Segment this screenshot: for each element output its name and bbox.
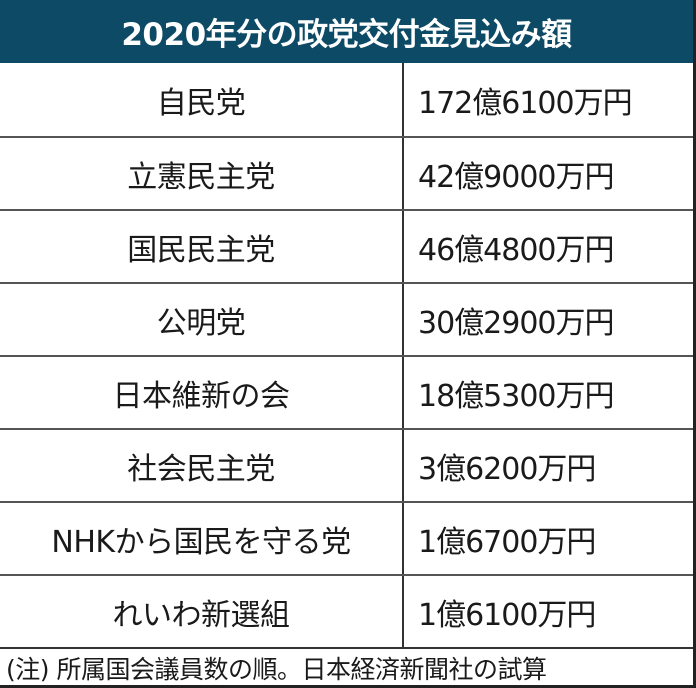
table-row: 国民民主党 46億4800万円	[0, 209, 693, 282]
footnote: (注) 所属国会議員数の順。日本経済新聞社の試算	[0, 647, 693, 687]
table-title: 2020年分の政党交付金見込み額	[0, 0, 693, 63]
party-name: 公明党	[0, 284, 404, 355]
table-row: 公明党 30億2900万円	[0, 282, 693, 355]
subsidy-amount: 172億6100万円	[418, 85, 633, 121]
party-name: 立憲民主党	[0, 138, 404, 209]
table-row: NHKから国民を守る党 1億6700万円	[0, 501, 693, 574]
table-row: 日本維新の会 18億5300万円	[0, 355, 693, 428]
subsidy-amount: 3億6200万円	[418, 451, 596, 487]
party-name: 国民民主党	[0, 211, 404, 282]
subsidy-amount: 30億2900万円	[418, 305, 615, 341]
party-name: NHKから国民を守る党	[0, 503, 404, 574]
subsidy-amount: 1億6100万円	[418, 597, 596, 633]
subsidy-amount: 1億6700万円	[418, 524, 596, 560]
subsidy-amount: 46億4800万円	[418, 232, 615, 268]
table-row: 自民党 172億6100万円	[0, 63, 693, 136]
subsidy-amount: 18億5300万円	[418, 378, 615, 414]
table-row: 社会民主党 3億6200万円	[0, 428, 693, 501]
party-name: 社会民主党	[0, 430, 404, 501]
subsidy-table: 自民党 172億6100万円 立憲民主党 42億9000万円 国民民主党 46億…	[0, 63, 693, 647]
party-name: れいわ新選組	[0, 576, 404, 647]
party-name: 日本維新の会	[0, 357, 404, 428]
table-row: 立憲民主党 42億9000万円	[0, 136, 693, 209]
table-row: れいわ新選組 1億6100万円	[0, 574, 693, 647]
subsidy-amount: 42億9000万円	[418, 159, 615, 195]
party-name: 自民党	[0, 63, 404, 136]
